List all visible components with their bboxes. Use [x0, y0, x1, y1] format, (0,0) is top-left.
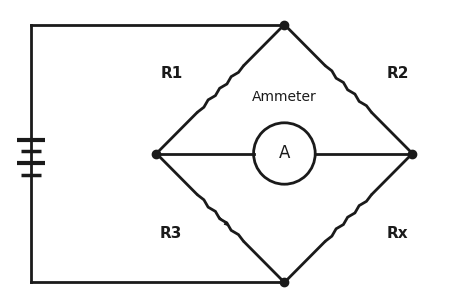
- Text: R1: R1: [160, 66, 182, 81]
- Text: R2: R2: [386, 66, 409, 81]
- Text: R3: R3: [160, 226, 182, 241]
- Text: A: A: [279, 145, 290, 162]
- Ellipse shape: [254, 123, 315, 184]
- Text: Rx: Rx: [386, 226, 408, 241]
- Text: Ammeter: Ammeter: [252, 90, 317, 104]
